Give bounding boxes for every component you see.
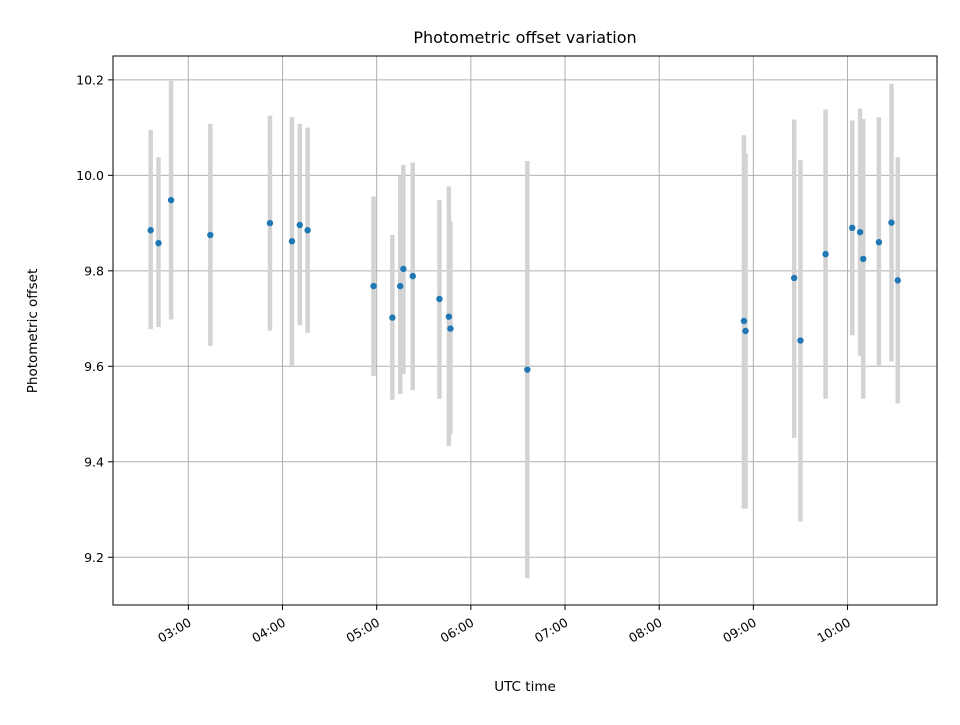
- data-point: [409, 272, 416, 280]
- chart-title: Photometric offset variation: [413, 28, 636, 47]
- data-point: [389, 314, 396, 321]
- data-point: [397, 282, 404, 290]
- data-point: [888, 219, 895, 226]
- data-points: [147, 196, 901, 373]
- y-tick-label: 9.2: [84, 550, 104, 565]
- y-axis-label: Photometric offset: [25, 269, 41, 393]
- data-point: [894, 277, 901, 284]
- data-point: [207, 231, 214, 239]
- data-point: [288, 238, 296, 245]
- data-point: [524, 366, 531, 373]
- data-point: [856, 228, 864, 236]
- data-point: [822, 250, 829, 258]
- data-point: [797, 337, 804, 344]
- y-tick-label: 10.0: [76, 168, 104, 183]
- data-point: [875, 238, 883, 246]
- y-tick-label: 10.2: [76, 72, 104, 87]
- data-point: [790, 274, 798, 282]
- data-point: [370, 282, 377, 290]
- y-tick-label: 9.4: [84, 454, 104, 469]
- data-point: [304, 227, 311, 234]
- data-point: [740, 317, 748, 325]
- y-tick-label: 9.6: [84, 359, 104, 374]
- data-point: [400, 265, 407, 273]
- plot-frame: [112, 55, 938, 606]
- data-point: [167, 196, 175, 204]
- x-axis-label: UTC time: [494, 679, 556, 695]
- data-point: [447, 325, 454, 332]
- data-point: [742, 327, 749, 335]
- data-point: [445, 313, 453, 320]
- data-point: [155, 239, 162, 247]
- data-point: [296, 221, 303, 229]
- data-point: [860, 255, 867, 263]
- data-point: [849, 224, 856, 232]
- data-point: [266, 219, 274, 227]
- data-point: [147, 227, 154, 234]
- data-point: [436, 295, 443, 303]
- y-tick-label: 9.8: [84, 263, 104, 278]
